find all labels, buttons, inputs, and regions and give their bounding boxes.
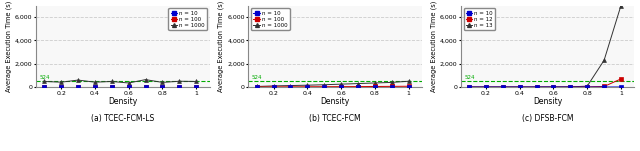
X-axis label: Density: Density [108,97,138,106]
Y-axis label: Average Execution Time (s): Average Execution Time (s) [6,1,12,92]
Text: 524: 524 [252,75,262,80]
Y-axis label: Average Execution Time (s): Average Execution Time (s) [430,1,437,92]
Legend: n = 10, n = 100, n = 1000: n = 10, n = 100, n = 1000 [251,8,289,30]
Text: 524: 524 [39,75,50,80]
Title: (c) DFSB-FCM: (c) DFSB-FCM [522,114,573,123]
Legend: n = 10, n = 100, n = 1000: n = 10, n = 100, n = 1000 [168,8,207,30]
Legend: n = 10, n = 12, n = 13: n = 10, n = 12, n = 13 [463,8,495,30]
Y-axis label: Average Execution Time (s): Average Execution Time (s) [218,1,225,92]
X-axis label: Density: Density [533,97,562,106]
X-axis label: Density: Density [321,97,350,106]
Title: (b) TCEC-FCM: (b) TCEC-FCM [309,114,361,123]
Title: (a) TCEC-FCM-LS: (a) TCEC-FCM-LS [91,114,154,123]
Text: 524: 524 [464,75,475,80]
